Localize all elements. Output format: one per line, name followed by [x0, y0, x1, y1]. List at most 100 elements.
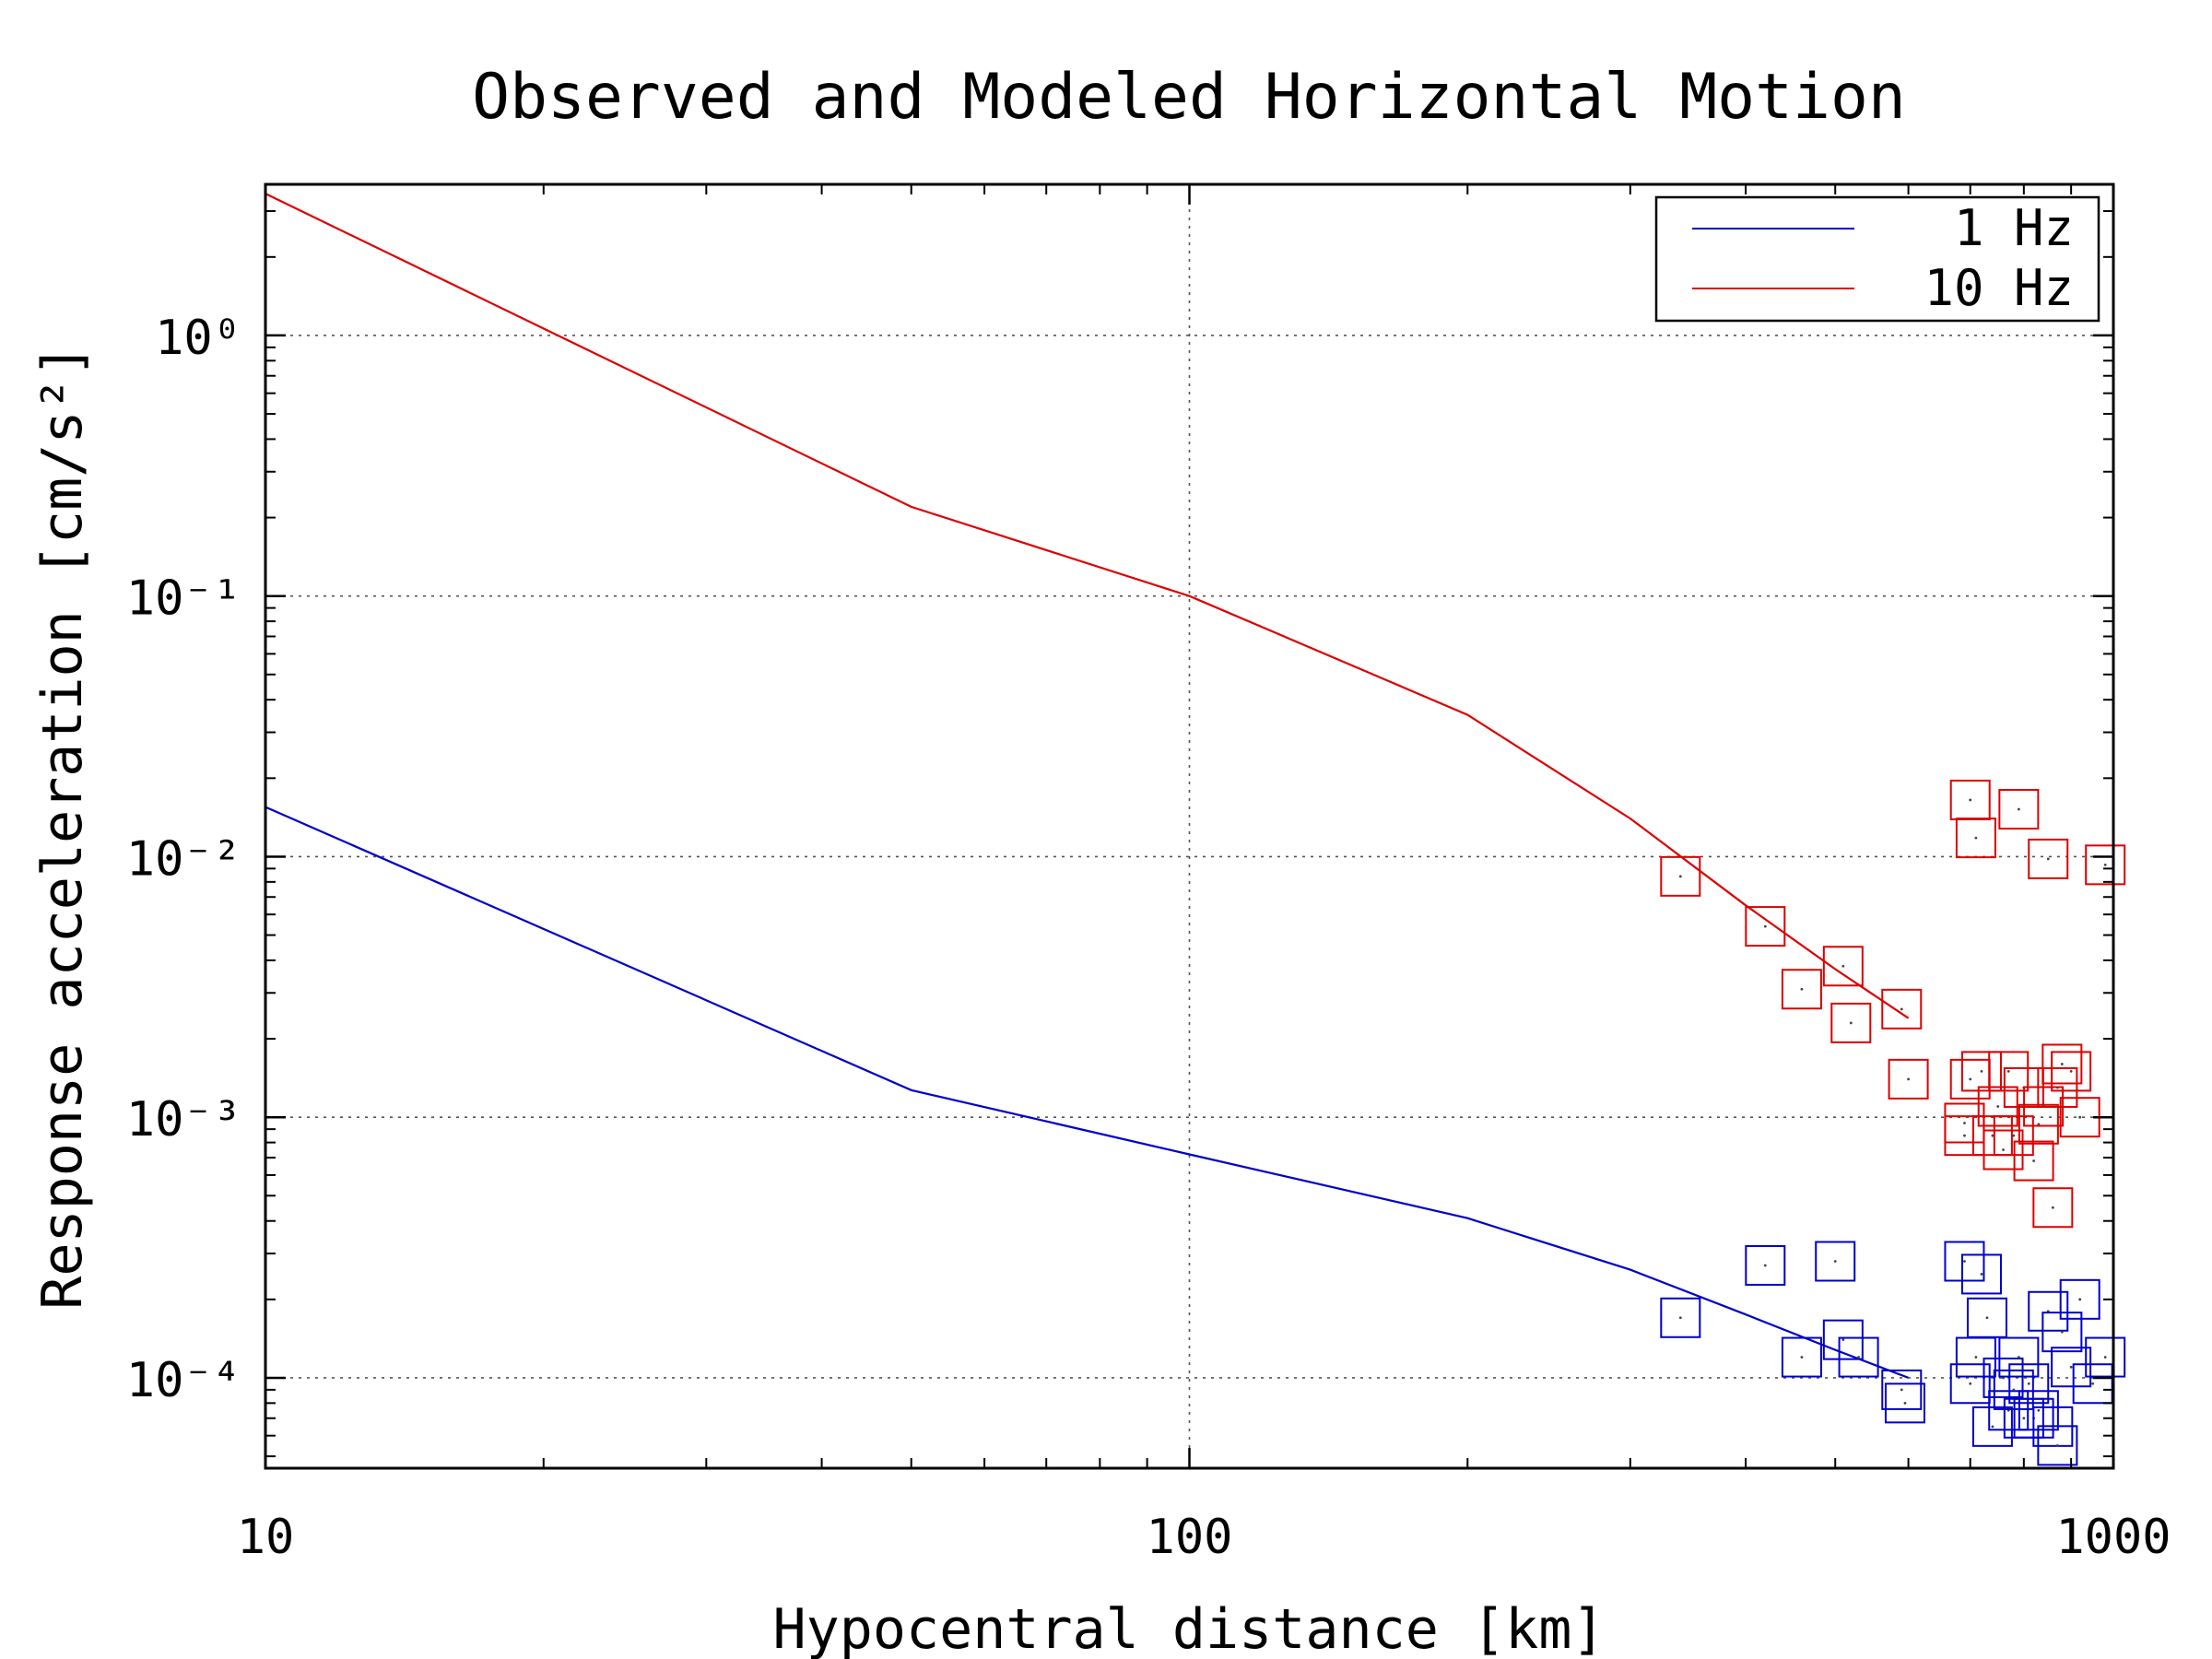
y-tick-label: 10⁻²: [126, 831, 241, 887]
x-tick-label: 100: [1147, 1510, 1233, 1565]
data-point-10hz: [1971, 1115, 2013, 1157]
tick-labels: 10 100 1000 10⁻⁴ 10⁻³ 10⁻² 10⁻¹ 10⁰: [126, 311, 2171, 1565]
y-tick-label: 10⁻¹: [126, 571, 241, 627]
data-point-1hz: [1660, 1297, 1701, 1338]
data-point-1hz: [1988, 1390, 2030, 1431]
data-point-1hz: [1998, 1336, 2040, 1378]
model-curves: [265, 193, 1910, 1379]
data-point-10hz: [1830, 1002, 1872, 1043]
data-point-1hz: [1881, 1369, 1923, 1410]
data-point-center-1hz: [1969, 1382, 1972, 1385]
data-point-center-1hz: [2055, 1443, 2059, 1447]
legend: 1 Hz 10 Hz: [1654, 195, 2100, 323]
y-tick-label: 10⁻³: [126, 1092, 241, 1147]
y-tick-label: 10⁻⁴: [126, 1353, 241, 1408]
data-point-center-1hz: [1900, 1388, 1903, 1392]
data-point-center-10hz: [2060, 1063, 2064, 1065]
y-tick-label: 10⁰: [155, 311, 241, 366]
data-point-10hz: [2028, 838, 2069, 879]
observed-points: [1660, 779, 2126, 1466]
data-point-center-10hz: [2078, 1115, 2082, 1119]
data-point-center-10hz: [2055, 1086, 2059, 1089]
data-point-center-1hz: [2069, 1365, 2073, 1369]
data-point-10hz: [2032, 1187, 2074, 1229]
data-point-1hz: [1944, 1241, 1985, 1282]
chart-title: Observed and Modeled Horizontal Motion: [472, 61, 1906, 134]
data-point-center-1hz: [2091, 1382, 2095, 1385]
data-point-center-10hz: [1907, 1077, 1910, 1081]
data-point-1hz: [1960, 1253, 2002, 1295]
data-point-10hz: [1998, 789, 2040, 830]
data-point-10hz: [1888, 1058, 1929, 1100]
legend-label-1hz: 1 Hz: [1954, 199, 2074, 257]
data-point-center-1hz: [1763, 1264, 1767, 1267]
data-point-center-10hz: [2012, 1134, 2016, 1137]
grid-lines: [265, 184, 2113, 1468]
data-point-center-1hz: [2017, 1356, 2020, 1359]
data-point-center-1hz: [2078, 1298, 2082, 1301]
data-point-10hz: [1660, 855, 1701, 897]
data-point-center-10hz: [1980, 1070, 1983, 1073]
data-point-1hz: [1822, 1319, 1864, 1360]
data-point-center-10hz: [1900, 1007, 1903, 1011]
data-point-1hz: [2008, 1363, 2050, 1405]
data-point-center-10hz: [2103, 863, 2107, 866]
data-point-1hz: [1966, 1297, 2007, 1338]
data-point-center-1hz: [2037, 1408, 2041, 1412]
data-point-10hz: [2085, 844, 2126, 886]
data-point-1hz: [1838, 1336, 1879, 1378]
data-point-10hz: [1988, 1051, 2030, 1092]
data-point-1hz: [2085, 1336, 2126, 1378]
data-point-center-10hz: [1763, 924, 1767, 928]
data-point-10hz: [1955, 818, 1996, 859]
data-point-center-1hz: [1841, 1338, 1845, 1342]
data-point-center-10hz: [1963, 1134, 1966, 1137]
data-point-10hz: [1745, 906, 1786, 947]
data-point-center-10hz: [1963, 1122, 1966, 1124]
data-point-center-10hz: [1800, 987, 1804, 991]
data-point-1hz: [2037, 1425, 2078, 1466]
data-point-1hz: [2041, 1312, 2083, 1353]
data-point-center-10hz: [1678, 875, 1682, 878]
data-point-1hz: [1815, 1241, 1856, 1282]
data-point-center-10hz: [2046, 857, 2050, 861]
data-point-center-1hz: [1903, 1401, 1907, 1405]
data-point-1hz: [1983, 1357, 2024, 1398]
data-point-center-10hz: [1849, 1021, 1853, 1025]
legend-box: [1654, 195, 2100, 323]
data-point-1hz: [1971, 1406, 2013, 1447]
data-point-center-1hz: [2103, 1356, 2107, 1359]
data-point-center-10hz: [2051, 1206, 2054, 1209]
data-point-center-1hz: [2012, 1388, 2016, 1392]
data-point-center-10hz: [2006, 1070, 2010, 1073]
data-point-center-1hz: [2060, 1330, 2064, 1334]
data-point-10hz: [1822, 946, 1864, 987]
data-point-center-10hz: [1969, 1077, 1972, 1081]
data-point-center-1hz: [1980, 1273, 1983, 1276]
data-point-center-10hz: [1996, 1105, 2000, 1108]
data-point-center-1hz: [2022, 1417, 2026, 1420]
data-point-center-10hz: [2069, 1070, 2073, 1073]
data-point-center-1hz: [1963, 1260, 1966, 1263]
data-point-10hz: [2041, 1043, 2083, 1085]
data-point-1hz: [1745, 1244, 1786, 1286]
data-point-10hz: [1960, 1051, 2002, 1092]
data-point-10hz: [2051, 1051, 2092, 1092]
data-point-center-1hz: [1678, 1316, 1682, 1320]
data-point-10hz: [1781, 969, 1822, 1010]
x-tick-label: 1000: [2055, 1510, 2171, 1565]
data-point-center-1hz: [1974, 1356, 1978, 1359]
data-point-1hz: [1884, 1382, 1925, 1424]
x-axis-label: Hypocentral distance [km]: [772, 1597, 1605, 1659]
data-point-center-1hz: [1833, 1260, 1837, 1263]
model-line-10hz: [265, 193, 1910, 1019]
data-point-center-1hz: [1857, 1356, 1860, 1359]
data-point-1hz: [2051, 1347, 2092, 1388]
legend-label-10hz: 10 Hz: [1924, 259, 2074, 317]
data-point-center-10hz: [2017, 807, 2020, 811]
data-point-center-1hz: [2027, 1382, 2030, 1385]
data-point-center-1hz: [1991, 1425, 1994, 1429]
data-point-center-10hz: [1974, 836, 1978, 840]
